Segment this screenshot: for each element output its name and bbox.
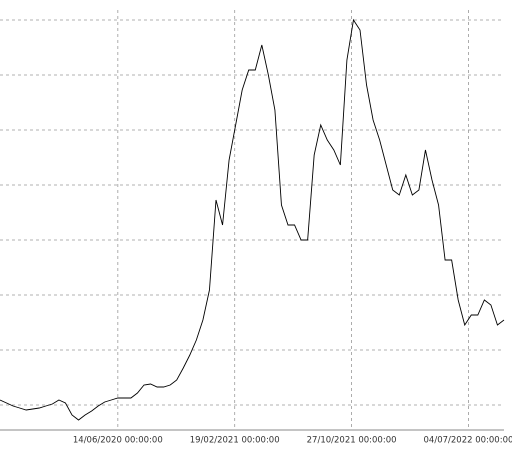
x-tick-label: 27/10/2021 00:00:00 (307, 436, 397, 446)
price-line (0, 18, 505, 421)
x-tick-label: 19/02/2021 00:00:00 (190, 436, 280, 446)
x-tick-label: 14/06/2020 00:00:00 (73, 436, 163, 446)
x-tick-label: 04/07/2022 00:00:00 (424, 436, 512, 446)
